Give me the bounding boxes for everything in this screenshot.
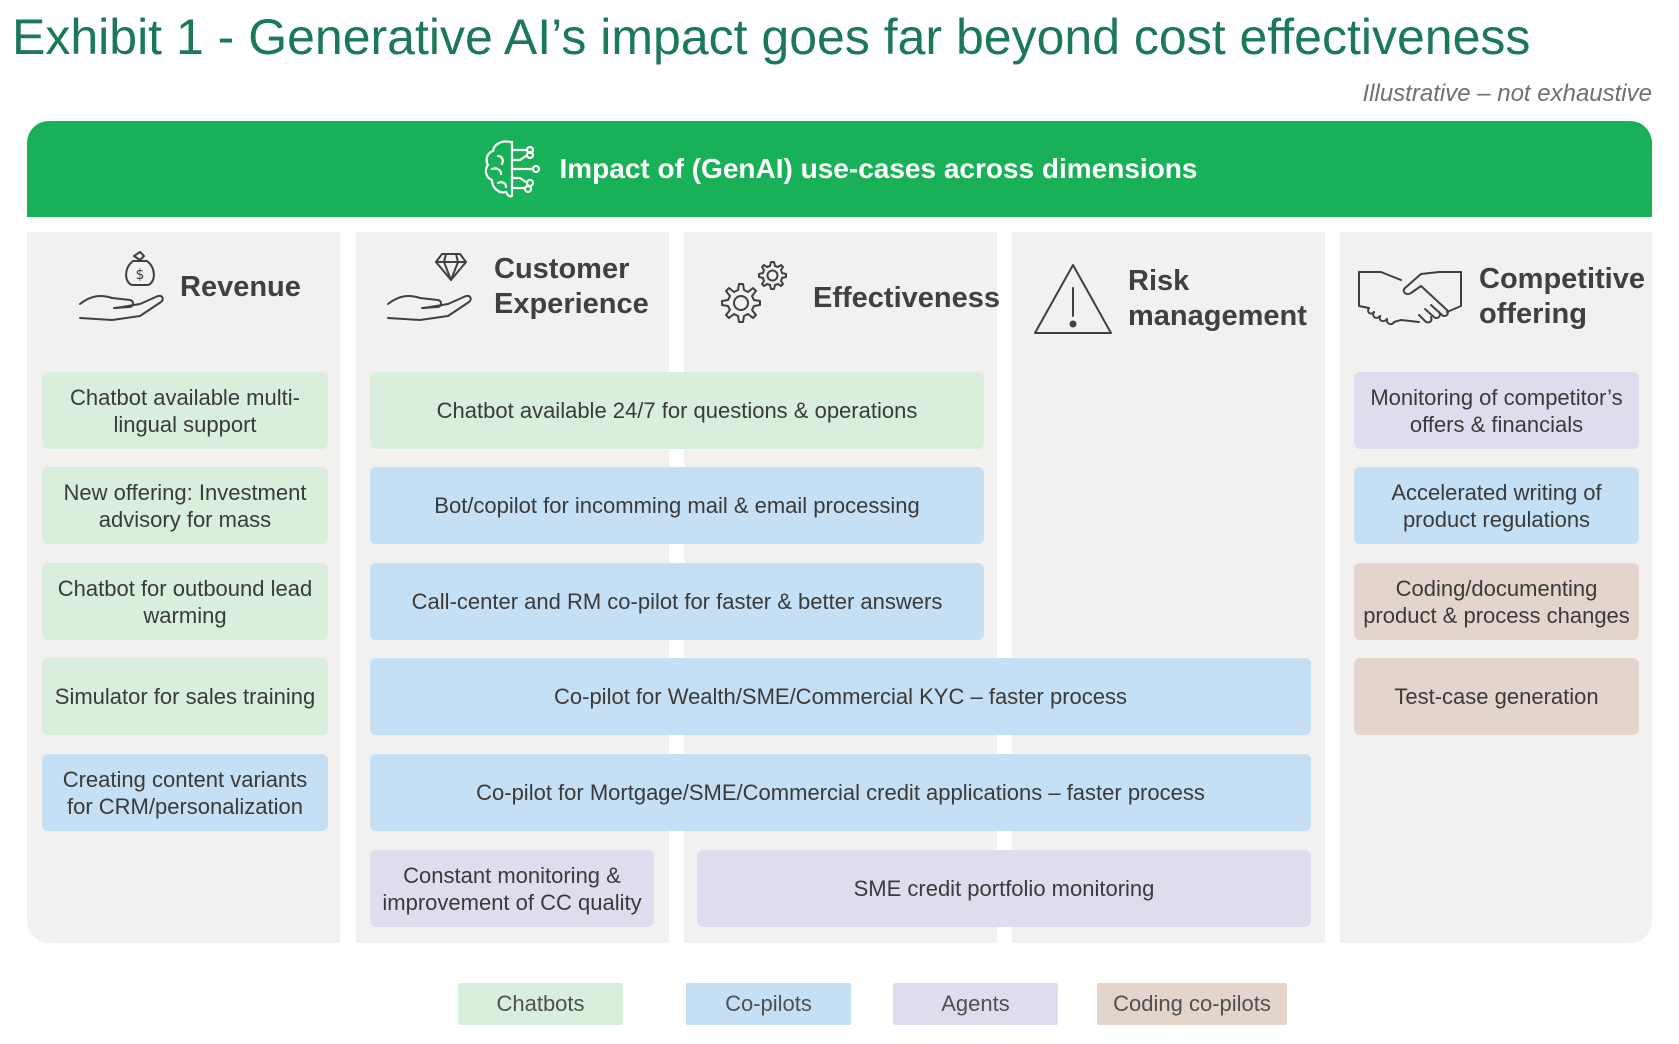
handshake-icon	[1357, 262, 1463, 332]
header-revenue-label: Revenue	[180, 270, 301, 303]
header-revenue: $ Revenue	[78, 250, 301, 324]
svg-text:$: $	[136, 267, 145, 283]
exhibit-title: Exhibit 1 - Generative AI’s impact goes …	[12, 9, 1531, 65]
use-case-box: Co-pilot for Wealth/SME/Commercial KYC –…	[370, 658, 1311, 735]
header-effectiveness: Effectiveness	[713, 258, 1000, 338]
banner-title: Impact of (GenAI) use-cases across dimen…	[559, 153, 1198, 184]
header-effectiveness-label: Effectiveness	[813, 281, 1000, 314]
use-case-box: Chatbot available multi-lingual support	[42, 372, 328, 449]
use-case-box: Simulator for sales training	[42, 658, 328, 735]
use-case-box: Accelerated writing of product regulatio…	[1354, 467, 1639, 544]
use-case-box: Creating content variants for CRM/person…	[42, 754, 328, 831]
use-case-box: New offering: Investment advisory for ma…	[42, 467, 328, 544]
brain-circuit-icon	[482, 136, 542, 202]
use-case-box: Constant monitoring & improvement of CC …	[370, 850, 654, 927]
column-risk-management	[1012, 232, 1325, 943]
legend-coding-copilots: Coding co-pilots	[1097, 983, 1287, 1025]
hand-diamond-icon	[386, 250, 472, 324]
use-case-box: SME credit portfolio monitoring	[697, 850, 1311, 927]
header-risk-management-label: Risk management	[1128, 265, 1307, 332]
legend-copilots: Co-pilots	[686, 983, 851, 1025]
legend-agents: Agents	[893, 983, 1058, 1025]
use-case-box: Test-case generation	[1354, 658, 1639, 735]
use-case-box: Chatbot for outbound lead warming	[42, 563, 328, 640]
use-case-box: Bot/copilot for incomming mail & email p…	[370, 467, 984, 544]
warning-triangle-icon	[1032, 262, 1114, 336]
illustrative-note: Illustrative – not exhaustive	[1362, 80, 1653, 107]
hand-money-bag-icon: $	[78, 250, 164, 324]
header-customer-experience-label: Customer Experience	[494, 253, 649, 320]
legend-chatbots: Chatbots	[458, 983, 623, 1025]
use-case-box: Coding/documenting product & process cha…	[1354, 563, 1639, 640]
use-case-box: Monitoring of competitor’s offers & fina…	[1354, 372, 1639, 449]
header-risk-management: Risk management	[1032, 262, 1318, 336]
header-competitive-offering: Competitive offering	[1357, 262, 1649, 332]
header-customer-experience: Customer Experience	[386, 250, 664, 324]
header-competitive-offering-label: Competitive offering	[1479, 263, 1645, 330]
use-case-box: Call-center and RM co-pilot for faster &…	[370, 563, 984, 640]
gears-icon	[713, 258, 793, 338]
impact-banner: Impact of (GenAI) use-cases across dimen…	[27, 121, 1652, 217]
use-case-box: Chatbot available 24/7 for questions & o…	[370, 372, 984, 449]
use-case-box: Co-pilot for Mortgage/SME/Commercial cre…	[370, 754, 1311, 831]
